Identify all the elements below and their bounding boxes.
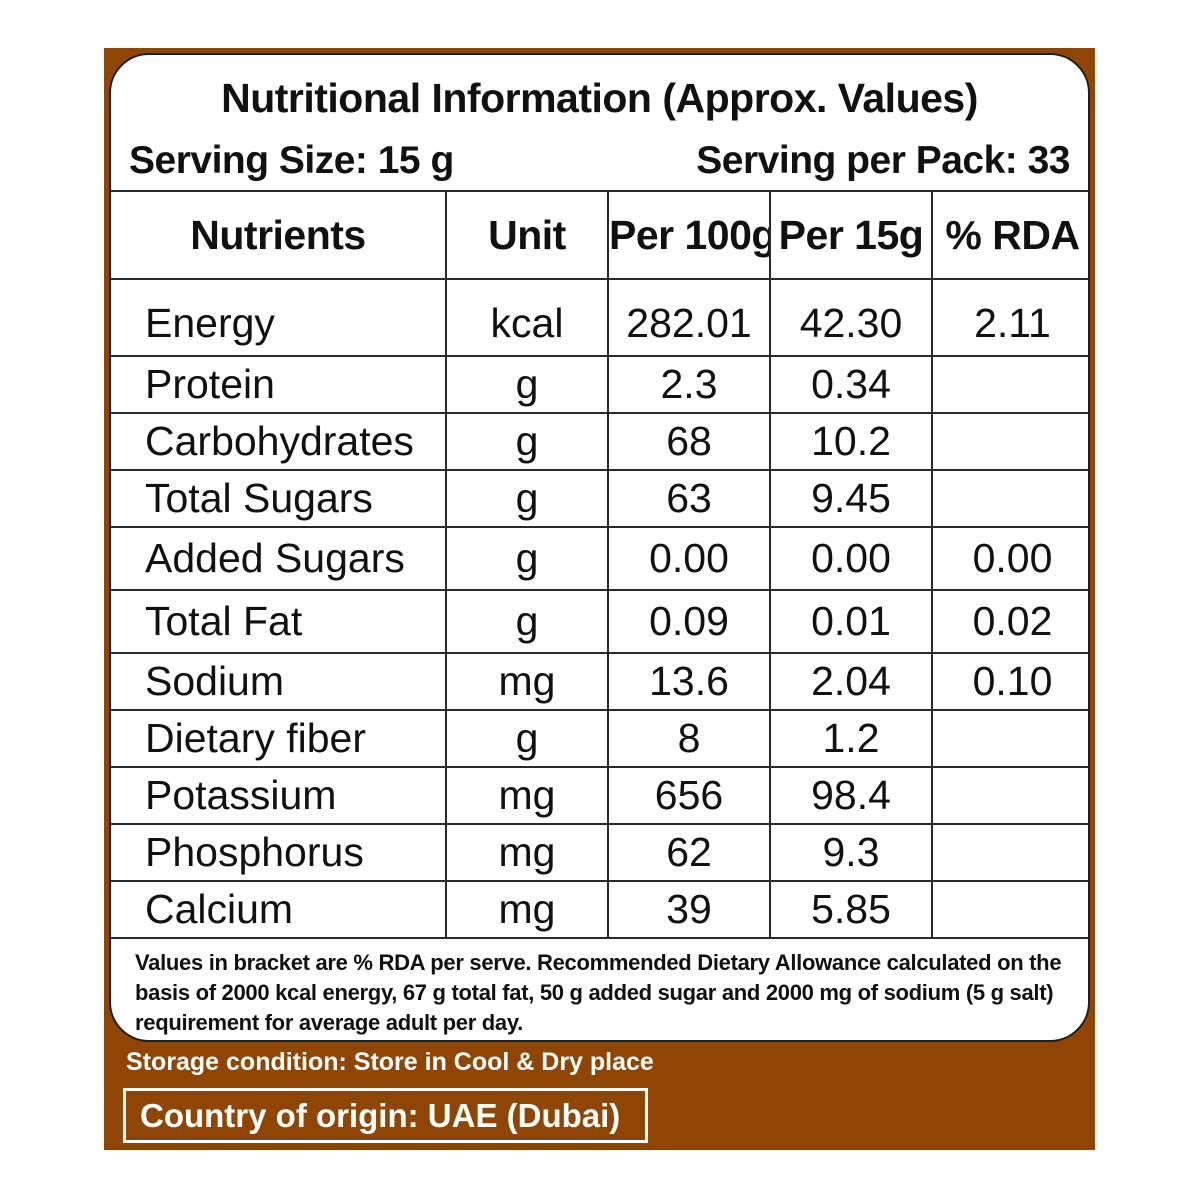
storage-condition: Storage condition: Store in Cool & Dry p…: [126, 1048, 654, 1076]
col-header-per-15g: Per 15g: [769, 190, 933, 280]
nutrient-unit: g: [445, 526, 609, 591]
nutrient-name: Dietary fiber: [111, 709, 447, 768]
value-per-15g: 10.2: [769, 412, 933, 471]
col-header-rda: % RDA: [931, 190, 1088, 280]
table-header-row: Nutrients Unit Per 100g Per 15g % RDA: [111, 190, 1088, 280]
value-rda: [931, 766, 1088, 825]
value-per-15g: 5.85: [769, 880, 933, 939]
value-per-100g: 0.00: [607, 526, 771, 591]
value-per-15g: 0.01: [769, 589, 933, 654]
nutrient-name: Potassium: [111, 766, 447, 825]
value-per-100g: 656: [607, 766, 771, 825]
value-per-15g: 9.3: [769, 823, 933, 882]
table-row: Added Sugars g 0.00 0.00 0.00: [111, 526, 1088, 591]
table-row: Total Sugars g 63 9.45: [111, 469, 1088, 528]
nutrient-unit: mg: [445, 880, 609, 939]
value-per-100g: 39: [607, 880, 771, 939]
value-rda: 0.02: [931, 589, 1088, 654]
nutrition-table: Nutrients Unit Per 100g Per 15g % RDA En…: [111, 190, 1088, 939]
table-row: Protein g 2.3 0.34: [111, 355, 1088, 414]
col-header-nutrients: Nutrients: [111, 190, 447, 280]
servings-per-pack: Serving per Pack: 33: [696, 139, 1070, 182]
table-row: Sodium mg 13.6 2.04 0.10: [111, 652, 1088, 711]
nutrient-name: Energy: [111, 278, 447, 357]
value-per-15g: 42.30: [769, 278, 933, 357]
nutrient-unit: g: [445, 355, 609, 414]
value-per-100g: 68: [607, 412, 771, 471]
value-rda: [931, 709, 1088, 768]
nutrient-unit: mg: [445, 652, 609, 711]
value-per-100g: 0.09: [607, 589, 771, 654]
value-rda: [931, 412, 1088, 471]
nutrient-unit: g: [445, 709, 609, 768]
value-rda: [931, 469, 1088, 528]
table-row: Energy kcal 282.01 42.30 2.11: [111, 278, 1088, 357]
value-per-15g: 2.04: [769, 652, 933, 711]
nutrient-name: Sodium: [111, 652, 447, 711]
serving-size: Serving Size: 15 g: [129, 139, 454, 182]
value-per-100g: 63: [607, 469, 771, 528]
value-per-15g: 9.45: [769, 469, 933, 528]
value-per-15g: 98.4: [769, 766, 933, 825]
nutrient-unit: g: [445, 589, 609, 654]
value-per-15g: 0.34: [769, 355, 933, 414]
nutrition-title: Nutritional Information (Approx. Values): [221, 75, 978, 121]
value-per-15g: 0.00: [769, 526, 933, 591]
value-per-100g: 282.01: [607, 278, 771, 357]
value-rda: 2.11: [931, 278, 1088, 357]
rda-footnote: Values in bracket are % RDA per serve. R…: [135, 950, 1062, 1035]
nutrient-unit: kcal: [445, 278, 609, 357]
value-rda: [931, 823, 1088, 882]
value-per-100g: 62: [607, 823, 771, 882]
table-row: Dietary fiber g 8 1.2: [111, 709, 1088, 768]
table-row: Phosphorus mg 62 9.3: [111, 823, 1088, 882]
value-per-100g: 8: [607, 709, 771, 768]
nutrient-unit: g: [445, 469, 609, 528]
value-rda: [931, 880, 1088, 939]
table-row: Potassium mg 656 98.4: [111, 766, 1088, 825]
nutrient-name: Carbohydrates: [111, 412, 447, 471]
table-row: Carbohydrates g 68 10.2: [111, 412, 1088, 471]
nutrient-name: Total Fat: [111, 589, 447, 654]
col-header-per-100g: Per 100g: [607, 190, 771, 280]
value-per-100g: 13.6: [607, 652, 771, 711]
table-row: Total Fat g 0.09 0.01 0.02: [111, 589, 1088, 654]
nutrition-card: Nutritional Information (Approx. Values)…: [109, 53, 1090, 1042]
nutrient-name: Total Sugars: [111, 469, 447, 528]
country-of-origin: Country of origin: UAE (Dubai): [123, 1088, 648, 1143]
nutrient-unit: mg: [445, 766, 609, 825]
nutrient-unit: mg: [445, 823, 609, 882]
label-panel: Nutritional Information (Approx. Values)…: [104, 48, 1095, 1150]
nutrient-name: Added Sugars: [111, 526, 447, 591]
nutrient-unit: g: [445, 412, 609, 471]
table-row: Calcium mg 39 5.85: [111, 880, 1088, 939]
nutrient-name: Phosphorus: [111, 823, 447, 882]
value-per-100g: 2.3: [607, 355, 771, 414]
nutrient-name: Calcium: [111, 880, 447, 939]
value-per-15g: 1.2: [769, 709, 933, 768]
nutrient-name: Protein: [111, 355, 447, 414]
value-rda: 0.00: [931, 526, 1088, 591]
col-header-unit: Unit: [445, 190, 609, 280]
value-rda: 0.10: [931, 652, 1088, 711]
value-rda: [931, 355, 1088, 414]
